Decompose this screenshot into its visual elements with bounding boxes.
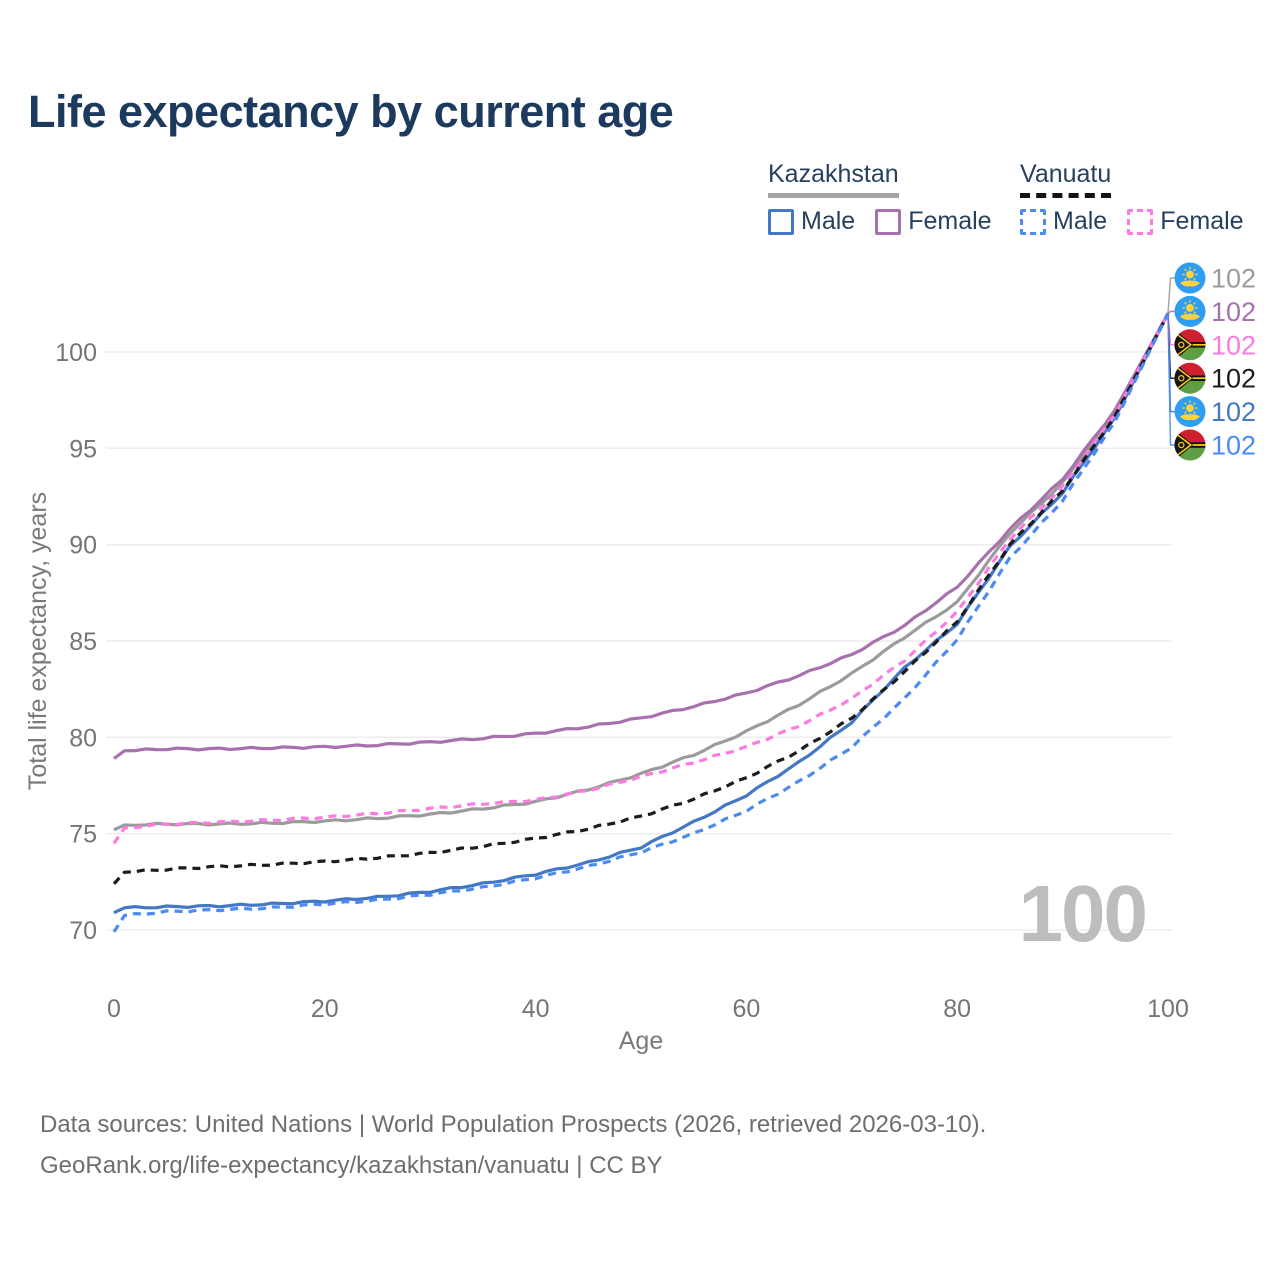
end-value-label-kz_female: 102	[1211, 297, 1256, 327]
legend-label-vanuatu-male[interactable]: Male	[1053, 207, 1108, 235]
vu-flag-icon	[1174, 429, 1206, 461]
x-tick-label-100: 100	[1147, 995, 1189, 1023]
kz-flag-icon	[1173, 295, 1207, 328]
age-counter-watermark: 100	[1019, 869, 1146, 958]
x-tick-label-20: 20	[311, 995, 339, 1023]
y-tick-label-75: 75	[69, 821, 97, 849]
kz-flag-icon	[1173, 261, 1207, 295]
series-line-vu_male	[112, 312, 1170, 933]
leader-line-vu_male	[1167, 313, 1176, 446]
x-tick-label-80: 80	[943, 995, 971, 1023]
series-line-kz_all	[113, 312, 1170, 832]
legend-group-kazakhstan: Kazakhstan Male Female	[768, 160, 1012, 236]
legend-swatch-vanuatu-female[interactable]	[1127, 208, 1154, 235]
gridlines	[106, 351, 1172, 931]
y-tick-label-80: 80	[69, 724, 97, 752]
legend-group-vanuatu: Vanuatu Male Female	[1020, 160, 1264, 236]
y-tick-label-85: 85	[69, 628, 97, 656]
legend-country-kazakhstan: Kazakhstan	[768, 160, 899, 198]
legend-swatch-kazakhstan-male[interactable]	[768, 208, 794, 235]
series-lines	[112, 312, 1170, 933]
legend-swatch-kazakhstan-female[interactable]	[875, 208, 902, 235]
end-label-leader-lines	[1167, 277, 1176, 446]
x-tick-label-60: 60	[732, 995, 760, 1023]
end-label-flags	[1173, 261, 1207, 462]
leader-line-kz_all	[1167, 277, 1176, 314]
end-value-label-vu_male: 102	[1211, 431, 1256, 461]
footer-sources: Data sources: United Nations | World Pop…	[40, 1111, 987, 1138]
page-title: Life expectancy by current age	[28, 86, 674, 137]
end-value-label-kz_male: 102	[1211, 397, 1256, 427]
series-line-vu_all	[112, 312, 1170, 885]
footer: Data sources: United Nations | World Pop…	[40, 1104, 986, 1186]
y-tick-label-70: 70	[69, 917, 97, 945]
end-value-label-vu_female: 102	[1211, 330, 1256, 360]
footer-attribution: GeoRank.org/life-expectancy/kazakhstan/v…	[40, 1152, 663, 1179]
legend-swatch-vanuatu-male[interactable]	[1020, 208, 1046, 235]
series-line-vu_female	[112, 312, 1170, 845]
leader-line-kz_female	[1167, 310, 1176, 315]
y-tick-label-90: 90	[69, 532, 97, 560]
x-tick-label-0: 0	[107, 995, 121, 1023]
legend-label-vanuatu-female[interactable]: Female	[1160, 207, 1244, 235]
legend-country-vanuatu: Vanuatu	[1020, 160, 1112, 198]
y-tick-label-100: 100	[55, 339, 97, 367]
y-axis-title: Total life expectancy, years	[24, 492, 52, 790]
series-line-kz_male	[113, 312, 1170, 915]
end-value-label-vu_all: 102	[1211, 364, 1256, 394]
x-tick-label-40: 40	[522, 995, 550, 1023]
vu-flag-icon	[1174, 329, 1206, 361]
axis-ticks: 70 75 80 85 90 95 100 0 20 40 60 80 100	[55, 339, 1189, 1023]
kz-flag-icon	[1173, 395, 1207, 428]
x-axis-title: Age	[619, 1027, 663, 1055]
end-value-label-kz_all: 102	[1211, 264, 1256, 294]
legend-label-kazakhstan-male[interactable]: Male	[801, 207, 856, 235]
legend-label-kazakhstan-female[interactable]: Female	[908, 207, 992, 235]
vu-flag-icon	[1174, 362, 1206, 394]
series-line-kz_female	[113, 312, 1170, 760]
y-tick-label-95: 95	[69, 435, 97, 463]
